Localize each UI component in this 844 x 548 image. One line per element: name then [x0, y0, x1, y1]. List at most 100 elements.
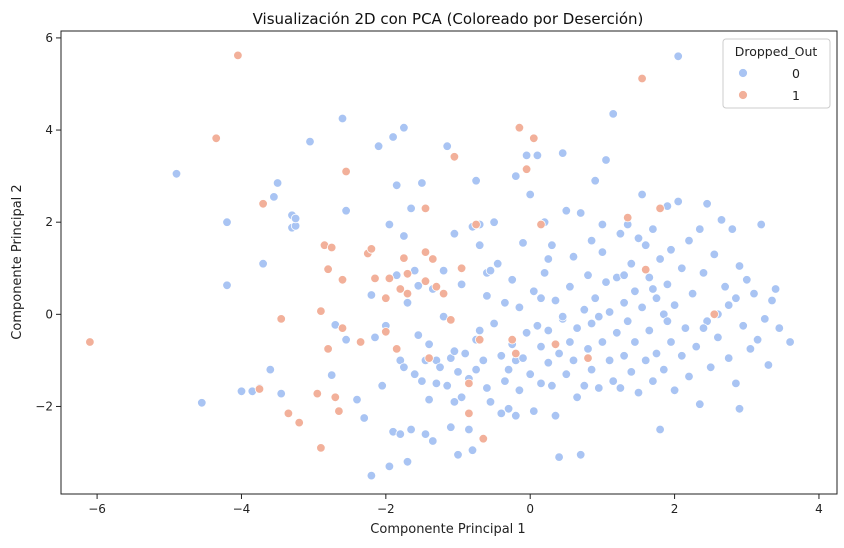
- data-point-series-1: [709, 309, 720, 320]
- data-point-series-0: [637, 302, 647, 313]
- data-point-series-1: [583, 353, 593, 363]
- data-point-series-0: [724, 300, 734, 310]
- x-tick-label: −4: [233, 502, 251, 516]
- data-point-series-0: [724, 353, 734, 363]
- data-point-series-0: [720, 282, 730, 292]
- data-point-series-0: [352, 394, 362, 405]
- x-axis-label: Componente Principal 1: [370, 522, 525, 537]
- data-point-series-0: [236, 386, 247, 397]
- data-point-series-0: [749, 288, 759, 299]
- data-point-series-0: [604, 307, 615, 317]
- data-point-series-0: [767, 295, 777, 306]
- data-point-series-0: [547, 381, 557, 391]
- data-point-series-0: [731, 293, 741, 303]
- data-point-series-0: [579, 381, 590, 391]
- data-point-series-0: [366, 470, 377, 481]
- legend-marker-1: [738, 90, 748, 100]
- data-point-series-0: [337, 113, 348, 124]
- data-point-series-0: [431, 378, 442, 389]
- data-point-series-1: [395, 284, 406, 294]
- data-point-series-0: [630, 286, 640, 297]
- data-point-series-0: [619, 351, 629, 361]
- data-point-series-0: [597, 219, 608, 230]
- data-point-series-0: [565, 337, 575, 347]
- data-point-series-0: [402, 298, 413, 308]
- data-point-series-0: [428, 436, 438, 446]
- data-point-series-0: [276, 388, 286, 399]
- data-point-series-0: [449, 346, 460, 356]
- series-1-points: [85, 50, 720, 453]
- data-point-series-0: [655, 254, 665, 264]
- data-point-series-0: [633, 233, 644, 244]
- data-point-series-0: [171, 169, 182, 179]
- data-point-series-0: [731, 378, 741, 389]
- data-point-series-1: [399, 253, 409, 263]
- data-point-series-0: [478, 355, 489, 366]
- data-point-series-0: [406, 424, 416, 435]
- data-point-series-0: [554, 348, 564, 359]
- data-point-series-0: [489, 318, 499, 329]
- data-point-series-0: [651, 293, 662, 303]
- data-point-series-0: [568, 355, 579, 366]
- data-point-series-0: [608, 109, 618, 119]
- data-point-series-0: [579, 305, 590, 315]
- legend-label-1: 1: [792, 88, 800, 103]
- data-point-series-1: [420, 276, 431, 286]
- data-point-series-0: [648, 224, 658, 234]
- data-point-series-0: [406, 203, 416, 214]
- data-point-series-0: [630, 337, 640, 347]
- data-point-series-1: [431, 282, 442, 292]
- data-point-series-0: [561, 205, 572, 216]
- data-point-series-1: [521, 164, 532, 174]
- data-point-series-0: [572, 392, 582, 403]
- data-point-series-0: [460, 348, 470, 359]
- data-point-series-0: [467, 445, 478, 455]
- data-point-series-1: [323, 264, 333, 274]
- data-point-series-1: [402, 269, 413, 279]
- data-point-series-0: [511, 171, 521, 181]
- data-point-series-1: [637, 73, 647, 84]
- data-point-series-0: [395, 429, 406, 439]
- y-axis-ticks: −2 0 2 4 6: [35, 31, 61, 413]
- data-point-series-1: [536, 219, 546, 230]
- data-point-series-0: [496, 351, 507, 361]
- legend-label-0: 0: [792, 66, 800, 81]
- legend: Dropped_Out 0 1: [722, 38, 831, 109]
- data-point-series-0: [760, 314, 770, 324]
- data-point-series-1: [355, 337, 366, 347]
- data-point-series-0: [716, 215, 727, 225]
- data-point-series-0: [619, 298, 629, 308]
- data-point-series-0: [485, 265, 496, 276]
- data-point-series-0: [550, 295, 561, 306]
- y-tick-label: 2: [45, 215, 53, 229]
- data-point-series-0: [503, 404, 514, 414]
- data-point-series-0: [435, 362, 445, 373]
- data-point-series-0: [370, 332, 380, 343]
- y-axis-label: Componente Principal 2: [10, 184, 25, 339]
- data-point-series-0: [691, 341, 701, 352]
- data-point-series-0: [738, 321, 748, 331]
- data-point-series-0: [572, 323, 582, 333]
- data-point-series-1: [294, 417, 304, 428]
- data-point-series-0: [568, 252, 579, 262]
- data-point-series-0: [464, 424, 474, 435]
- data-point-series-0: [669, 385, 680, 396]
- data-point-series-0: [424, 339, 434, 350]
- data-point-series-0: [475, 240, 485, 250]
- data-point-series-0: [706, 362, 716, 373]
- data-point-series-1: [392, 344, 402, 354]
- data-point-series-0: [500, 298, 510, 308]
- data-point-series-1: [312, 388, 323, 399]
- data-point-series-0: [518, 353, 528, 363]
- data-point-series-0: [604, 355, 615, 366]
- data-point-series-1: [456, 263, 467, 274]
- data-point-series-1: [366, 244, 377, 254]
- data-point-series-1: [428, 254, 438, 264]
- data-point-series-0: [586, 235, 597, 246]
- data-point-series-0: [597, 247, 608, 257]
- data-point-series-1: [655, 203, 665, 214]
- data-point-series-0: [514, 302, 525, 313]
- data-point-series-1: [337, 275, 348, 285]
- data-point-series-1: [402, 288, 413, 299]
- data-point-series-0: [641, 240, 651, 250]
